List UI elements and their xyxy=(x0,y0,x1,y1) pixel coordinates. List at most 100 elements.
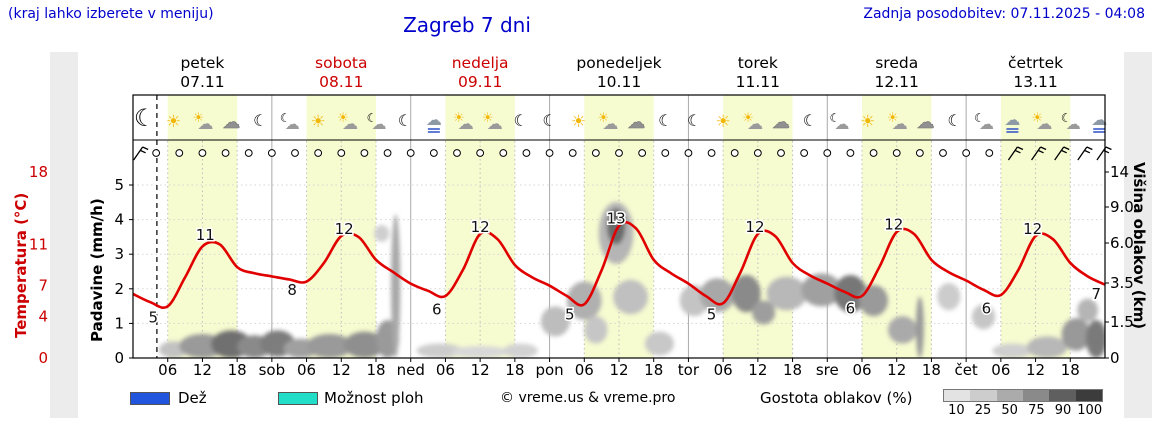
copyright-link[interactable]: © vreme.us & vreme.pro xyxy=(500,390,676,406)
calm-wind-icon xyxy=(545,149,554,157)
day-name-label: sobota xyxy=(315,54,367,72)
moon-icon: ☾ xyxy=(280,111,291,125)
cloud-height-tick-label: 14 xyxy=(1110,163,1129,181)
last-update-text: Zadnja posodobitev: 07.11.2025 - 04:08 xyxy=(863,6,1145,22)
x-hour-tick-label: 06 xyxy=(575,361,594,379)
rain-lines-icon xyxy=(1006,128,1019,133)
precip-tick-label: 5 xyxy=(114,176,124,194)
density-swatch xyxy=(970,390,997,401)
cloud-icon: ☁ xyxy=(772,112,790,133)
sun-icon: ☀ xyxy=(311,112,326,132)
sun-icon: ☀ xyxy=(193,111,205,126)
moon-icon: ☾ xyxy=(947,111,961,130)
sun-icon: ☀ xyxy=(860,112,875,132)
moon-icon: ☾ xyxy=(513,111,527,130)
x-hour-tick-label: 12 xyxy=(193,361,212,379)
calm-wind-icon xyxy=(707,149,716,157)
cloud-blob xyxy=(344,331,385,358)
density-swatch xyxy=(944,390,971,401)
calm-wind-icon xyxy=(221,149,230,157)
calm-wind-icon xyxy=(730,149,739,157)
x-hour-tick-label: 18 xyxy=(505,361,524,379)
wind-barb-icon xyxy=(1007,146,1024,161)
day-date-label: 11.11 xyxy=(736,73,780,91)
x-hour-tick-label: 12 xyxy=(748,361,767,379)
precip-tick-label: 4 xyxy=(114,211,124,229)
cloud-icon: ☁ xyxy=(285,115,300,133)
calm-wind-icon xyxy=(985,149,994,157)
day-name-label: petek xyxy=(180,54,224,72)
rain-legend-swatch xyxy=(130,392,170,405)
cloud-blob xyxy=(391,214,401,358)
cloud-blob xyxy=(1061,318,1091,351)
x-hour-tick-label: 06 xyxy=(436,361,455,379)
cloud-blob xyxy=(645,331,674,356)
calm-wind-icon xyxy=(383,149,392,157)
cloud-icon: ☁ xyxy=(917,112,935,133)
cloud-icon: ☁ xyxy=(602,114,618,133)
cloud-blob xyxy=(766,276,808,311)
moon-icon: ☾ xyxy=(542,111,556,130)
cloud-density-legend-label: Gostota oblakov (%) xyxy=(760,389,913,407)
cloud-icon: ☁ xyxy=(1036,114,1052,133)
temperature-tick-label: 18 xyxy=(29,163,48,181)
density-tick-label: 100 xyxy=(1077,403,1103,418)
density-tick-label: 50 xyxy=(1001,403,1018,418)
temperature-tick-label: 0 xyxy=(38,349,48,367)
cloud-icon: ☁ xyxy=(487,114,503,133)
calm-wind-icon xyxy=(314,149,323,157)
calm-wind-icon xyxy=(522,149,531,157)
cloud-blob xyxy=(606,208,626,245)
day-name-label: ponedeljek xyxy=(576,54,661,72)
temperature-value-label: 12 xyxy=(745,218,764,236)
temperature-value-label: 6 xyxy=(982,299,992,317)
temperature-value-label: 12 xyxy=(335,220,354,238)
x-day-tick-label: sob xyxy=(259,361,286,379)
moon-icon: ☾ xyxy=(803,111,817,130)
density-ticks: 10 25 50 75 90 100 xyxy=(943,403,1103,418)
moon-icon: ☾ xyxy=(687,111,701,130)
calm-wind-icon xyxy=(869,149,878,157)
cloud-icon: ☁ xyxy=(197,114,213,133)
moon-icon: ☾ xyxy=(658,111,672,130)
x-hour-tick-label: 12 xyxy=(1026,361,1045,379)
x-hour-tick-label: 18 xyxy=(1061,361,1080,379)
rain-cloud-icon: ☁ xyxy=(426,110,442,129)
rain-legend-label: Dež xyxy=(178,389,207,407)
calm-wind-icon xyxy=(661,149,670,157)
calm-wind-icon xyxy=(753,149,762,157)
x-day-tick-label: pon xyxy=(535,361,563,379)
temperature-value-label: 13 xyxy=(607,210,626,228)
day-name-label: četrtek xyxy=(1008,54,1063,72)
density-swatch xyxy=(996,390,1023,401)
day-date-label: 12.11 xyxy=(875,73,919,91)
temperature-tick-label: 11 xyxy=(29,235,48,253)
moon-icon: ☾ xyxy=(1061,111,1072,125)
calm-wind-icon xyxy=(684,149,693,157)
day-name-label: torek xyxy=(738,54,778,72)
cloud-icon: ☁ xyxy=(747,114,763,133)
rain-lines-icon xyxy=(427,128,440,133)
cloud-blob xyxy=(451,346,510,358)
sun-icon: ☀ xyxy=(482,111,494,126)
sun-icon: ☀ xyxy=(1032,111,1044,126)
temperature-value-label: 12 xyxy=(471,218,490,236)
cloud-height-tick-label: 3.5 xyxy=(1110,274,1134,292)
x-day-tick-label: sre xyxy=(816,361,839,379)
calm-wind-icon xyxy=(939,149,947,157)
calm-wind-icon xyxy=(915,149,924,157)
density-swatch xyxy=(1049,390,1076,401)
temperature-value-label: 6 xyxy=(846,299,856,317)
calm-wind-icon xyxy=(638,149,647,157)
x-hour-tick-label: 18 xyxy=(922,361,941,379)
density-tick-label: 90 xyxy=(1054,403,1072,418)
density-tick-label: 25 xyxy=(974,403,992,418)
cloud-height-tick-label: 1.5 xyxy=(1110,313,1134,331)
cloud-icon: ☁ xyxy=(1066,115,1081,133)
precip-tick-label: 3 xyxy=(114,245,124,263)
cloud-icon: ☁ xyxy=(892,114,908,133)
cloud-blob xyxy=(937,283,961,311)
temperature-value-label: 7 xyxy=(1092,285,1102,303)
